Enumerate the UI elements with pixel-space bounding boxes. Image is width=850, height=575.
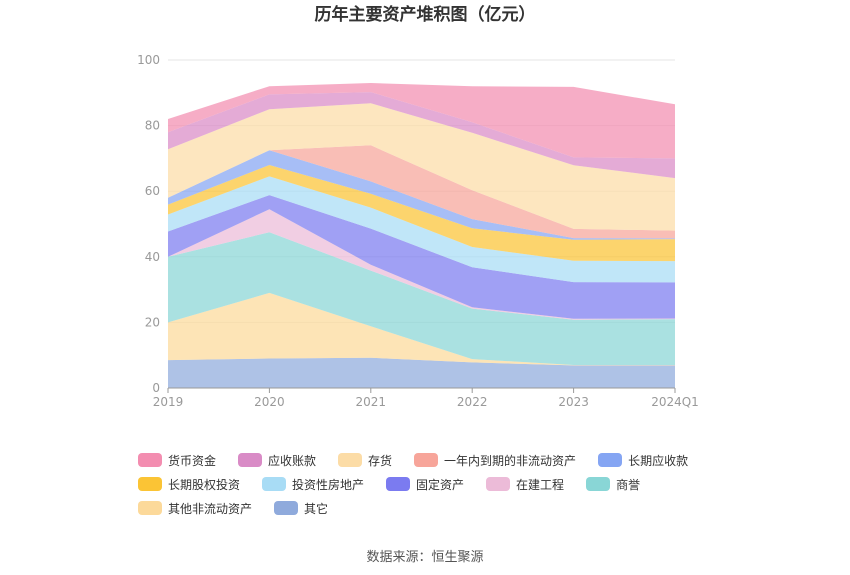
legend-item[interactable]: 固定资产 <box>386 472 464 496</box>
y-tick-label: 100 <box>137 53 160 67</box>
area-series <box>168 103 675 231</box>
legend-label: 货币资金 <box>168 453 217 468</box>
legend-swatch <box>138 453 162 467</box>
x-tick-label: 2020 <box>254 395 285 409</box>
legend-label: 商誉 <box>616 477 641 492</box>
legend-label: 其它 <box>304 501 329 516</box>
area-series <box>168 145 675 239</box>
y-tick-label: 60 <box>145 184 160 198</box>
x-tick-label: 2022 <box>457 395 488 409</box>
legend-swatch <box>138 477 162 491</box>
chart-title: 历年主要资产堆积图（亿元） <box>314 5 536 25</box>
legend-label: 投资性房地产 <box>292 477 365 492</box>
area-series <box>168 165 675 262</box>
chart-legend: 货币资金 应收账款 存货 一年内到期的非流动资产 长期应收款长期股权投资 投资性房地产 固定… <box>138 448 778 520</box>
legend-swatch <box>386 477 411 491</box>
legend-item[interactable]: 其他非流动资产 <box>138 496 252 520</box>
legend-swatch <box>414 453 439 467</box>
x-tick-label: 2023 <box>558 395 589 409</box>
legend-item[interactable]: 长期股权投资 <box>138 472 240 496</box>
legend-label: 其他非流动资产 <box>168 501 253 516</box>
legend-item[interactable]: 商誉 <box>586 472 640 496</box>
legend-label: 长期应收款 <box>628 453 689 468</box>
area-series <box>168 92 675 179</box>
legend-label: 长期股权投资 <box>168 477 241 492</box>
legend-item[interactable]: 在建工程 <box>486 472 564 496</box>
x-tick-label: 2024Q1 <box>651 395 699 409</box>
legend-item[interactable]: 应收账款 <box>238 448 316 472</box>
legend-swatch <box>486 477 511 491</box>
legend-item[interactable]: 存货 <box>338 448 392 472</box>
legend-swatch <box>262 477 287 491</box>
legend-item[interactable]: 长期应收款 <box>598 448 688 472</box>
legend-label: 应收账款 <box>268 453 317 468</box>
area-series <box>168 209 675 320</box>
legend-swatch <box>274 501 299 515</box>
area-series <box>168 232 675 365</box>
y-tick-label: 0 <box>152 381 160 395</box>
area-series <box>168 176 675 283</box>
legend-label: 一年内到期的非流动资产 <box>444 453 577 468</box>
legend-swatch <box>338 453 363 467</box>
legend-swatch <box>138 501 162 515</box>
data-source-note: 数据来源：恒生聚源 <box>366 550 484 565</box>
legend-item[interactable]: 投资性房地产 <box>262 472 364 496</box>
y-tick-label: 80 <box>145 119 160 133</box>
legend-label: 存货 <box>368 453 393 468</box>
legend-item[interactable]: 一年内到期的非流动资产 <box>414 448 576 472</box>
y-tick-label: 40 <box>145 250 160 264</box>
legend-item[interactable]: 其它 <box>274 496 328 520</box>
legend-swatch <box>238 453 263 467</box>
legend-label: 在建工程 <box>516 477 565 492</box>
area-series <box>168 357 675 388</box>
y-tick-label: 20 <box>145 315 160 329</box>
legend-swatch <box>586 477 611 491</box>
area-series <box>168 195 675 319</box>
x-tick-label: 2021 <box>356 395 387 409</box>
legend-item[interactable]: 货币资金 <box>138 448 216 472</box>
legend-swatch <box>598 453 623 467</box>
area-series <box>168 83 675 159</box>
legend-label: 固定资产 <box>416 477 465 492</box>
area-series <box>168 292 675 366</box>
x-tick-label: 2019 <box>153 395 184 409</box>
